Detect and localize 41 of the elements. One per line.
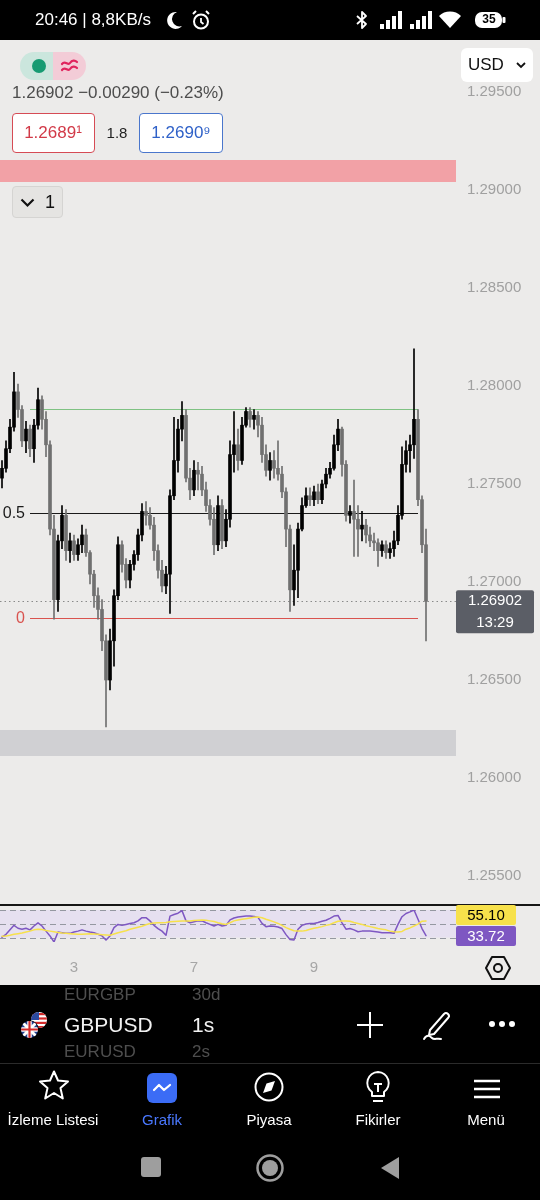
y-tick-label: 1.27000	[467, 572, 522, 590]
text: İzleme Listesi	[7, 1111, 99, 1129]
text: 13:29	[476, 613, 514, 631]
y-tick-label: 1.26000	[467, 768, 522, 786]
annotation: 1.8	[106, 124, 128, 142]
annotation: 1.2689¹	[24, 123, 82, 143]
text: USD	[468, 55, 504, 75]
text: 1s	[192, 1012, 215, 1038]
chart-subtitle: 1.26902 −0.00290 (−0.23%)	[12, 83, 224, 103]
annotation: 0.5	[2, 503, 25, 523]
text: 20:46 | 8,8KB/s	[35, 10, 151, 30]
y-tick-label: 1.25500	[467, 866, 522, 884]
y-tick-label: 1.29500	[467, 82, 522, 100]
y-tick-label: 1.29000	[467, 180, 522, 198]
text: 35	[482, 12, 496, 27]
text: 30d	[192, 985, 221, 1005]
candlestick	[352, 479, 356, 557]
text: Piyasa	[246, 1111, 292, 1129]
text: GBPUSD	[64, 1012, 153, 1038]
y-tick-label: 1.26500	[467, 670, 522, 688]
candlestick	[360, 511, 364, 542]
text: Grafik	[141, 1111, 183, 1129]
y-tick-label: 1.28000	[467, 376, 522, 394]
text: 2s	[192, 1042, 210, 1062]
x-tick-label: 9	[309, 958, 319, 976]
text: Menü	[467, 1111, 505, 1129]
x-tick-label: 7	[189, 958, 199, 976]
annotation: 0	[16, 608, 25, 628]
y-tick-label: 1.27500	[467, 474, 522, 492]
text: 55.10	[467, 906, 505, 924]
x-tick-label: 3	[69, 958, 79, 976]
annotation: 1.2690⁹	[151, 123, 211, 143]
y-tick-label: 1.28500	[467, 278, 522, 296]
candlestick	[348, 505, 352, 524]
text: EURUSD	[64, 1042, 136, 1062]
ref-line-label: 1.26902	[467, 591, 523, 609]
text: 33.72	[467, 927, 505, 945]
text: EURGBP	[64, 985, 136, 1005]
text: Fikirler	[355, 1111, 401, 1129]
candlestick	[144, 501, 148, 526]
annotation: 1	[44, 191, 56, 213]
